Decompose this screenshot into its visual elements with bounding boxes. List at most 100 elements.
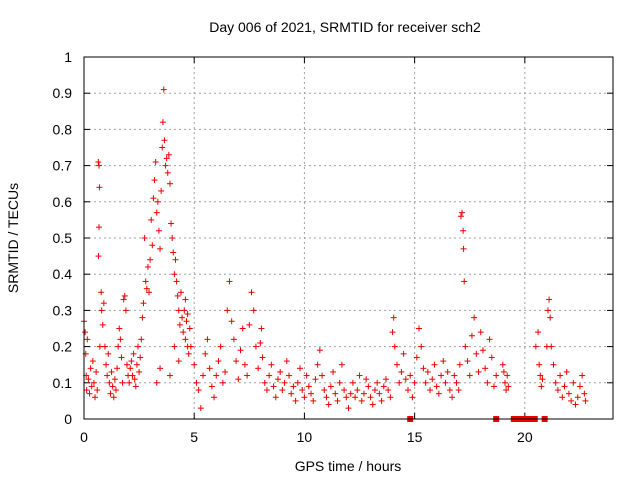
data-point [283, 358, 290, 365]
data-point [151, 177, 158, 184]
data-point [303, 372, 310, 379]
data-point [334, 397, 341, 404]
data-point [460, 227, 467, 234]
data-point [501, 379, 508, 386]
data-point [405, 387, 412, 394]
data-point [316, 347, 323, 354]
data-point [206, 365, 213, 372]
data-point [451, 372, 458, 379]
data-point [163, 155, 170, 162]
data-point [98, 307, 105, 314]
data-point [83, 387, 90, 394]
data-point [554, 387, 561, 394]
data-point [259, 354, 266, 361]
data-point [411, 379, 418, 386]
data-point [536, 361, 543, 368]
data-point [175, 307, 182, 314]
data-point [165, 151, 172, 158]
data-point [228, 318, 235, 325]
data-point [108, 368, 115, 375]
data-point [123, 361, 130, 368]
data-point [142, 278, 149, 285]
data-point [219, 379, 226, 386]
data-point [568, 397, 575, 404]
data-point [96, 343, 103, 350]
data-point [446, 387, 453, 394]
data-point [581, 390, 588, 397]
data-point [171, 271, 178, 278]
data-point [182, 296, 189, 303]
data-point [422, 379, 429, 386]
data-point [235, 376, 242, 383]
data-point [132, 383, 139, 390]
data-point [148, 216, 155, 223]
data-point [180, 329, 187, 336]
data-point [270, 383, 277, 390]
data-point [393, 361, 400, 368]
data-point [462, 343, 469, 350]
data-point [159, 144, 166, 151]
data-point [453, 379, 460, 386]
data-point [215, 358, 222, 365]
data-point [363, 376, 370, 383]
data-point [272, 394, 279, 401]
data-point [424, 368, 431, 375]
data-point [126, 379, 133, 386]
y-tick-label: 0.8 [53, 121, 73, 137]
data-point [433, 383, 440, 390]
data-point [466, 372, 473, 379]
data-point [385, 387, 392, 394]
data-point [390, 314, 397, 321]
data-point [115, 343, 122, 350]
data-point [504, 372, 511, 379]
y-tick-label: 0.9 [53, 85, 73, 101]
data-point [147, 256, 154, 263]
data-point [460, 245, 467, 252]
data-point [127, 365, 134, 372]
data-point [396, 379, 403, 386]
x-tick-label: 0 [80, 429, 88, 445]
data-points [81, 86, 589, 412]
data-point [343, 394, 350, 401]
data-point [146, 289, 153, 296]
data-point [263, 387, 270, 394]
data-point [157, 245, 164, 252]
data-point [104, 372, 111, 379]
data-point [130, 350, 137, 357]
data-point [420, 365, 427, 372]
data-point [84, 336, 91, 343]
data-point [576, 383, 583, 390]
data-point [505, 383, 512, 390]
data-point [367, 394, 374, 401]
data-point [257, 339, 264, 346]
data-point [164, 169, 171, 176]
data-point [131, 376, 138, 383]
data-point [490, 383, 497, 390]
data-point [166, 180, 173, 187]
data-point [99, 321, 106, 328]
data-point [413, 354, 420, 361]
data-point [133, 361, 140, 368]
data-point [166, 372, 173, 379]
data-point [252, 343, 259, 350]
data-point [157, 365, 164, 372]
data-point [574, 394, 581, 401]
data-point [374, 379, 381, 386]
data-point [191, 361, 198, 368]
data-point [464, 358, 471, 365]
data-point [294, 379, 301, 386]
data-point [106, 379, 113, 386]
data-point [341, 387, 348, 394]
data-point [461, 278, 468, 285]
data-point [391, 343, 398, 350]
data-point [171, 343, 178, 350]
data-point [154, 198, 161, 205]
data-point [349, 379, 356, 386]
data-point [279, 387, 286, 394]
data-point [371, 387, 378, 394]
y-tick-label: 0.4 [53, 266, 73, 282]
data-point [327, 383, 334, 390]
data-point [89, 358, 96, 365]
data-point [162, 162, 169, 169]
data-point [356, 372, 363, 379]
